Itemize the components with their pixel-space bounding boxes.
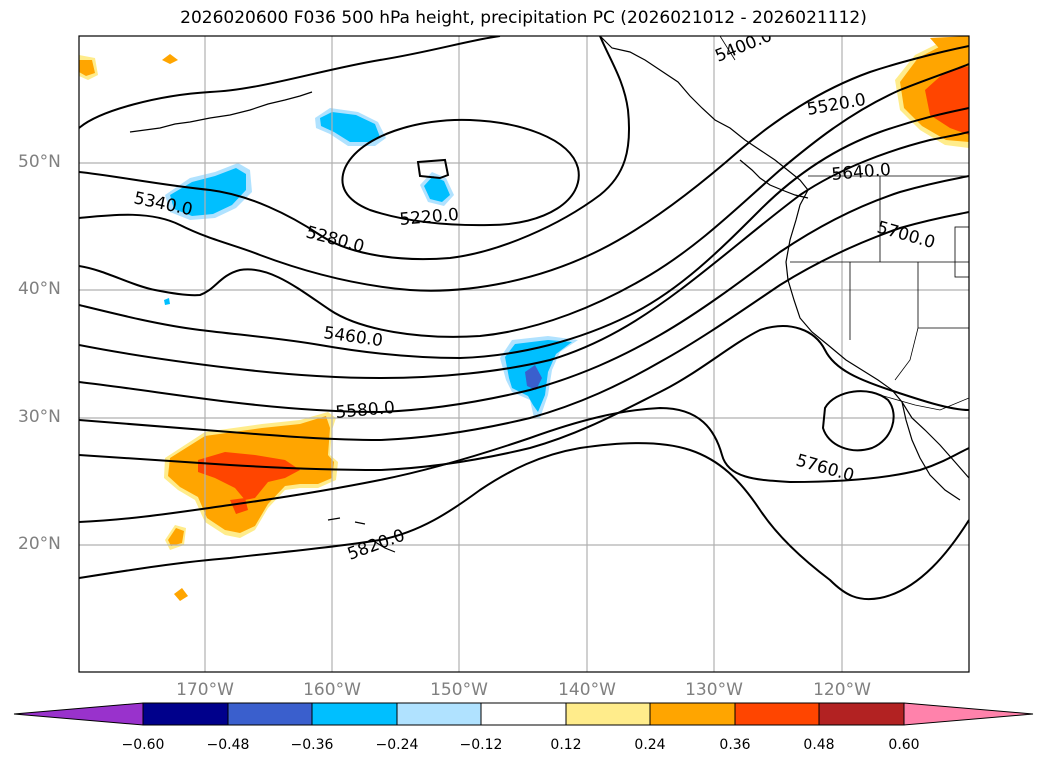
precip-red-ne xyxy=(925,66,969,135)
precip-orange-ne-top xyxy=(930,36,969,55)
political-borders xyxy=(719,36,969,411)
colorbar xyxy=(13,702,1034,726)
coastline-west-coast xyxy=(785,189,969,479)
plot-frame xyxy=(78,35,970,673)
colorbar-swatch xyxy=(227,702,313,726)
colorbar-swatch xyxy=(396,702,482,726)
lon-label-170w: 170°W xyxy=(176,680,234,700)
colorbar-tick: −0.36 xyxy=(290,737,334,753)
contour-label: 5700.0 xyxy=(875,218,938,254)
precip-small-orange-2 xyxy=(174,588,188,601)
lon-label-120w: 120°W xyxy=(813,680,871,700)
contour-5340 xyxy=(79,45,969,292)
precipitation-shading xyxy=(79,36,969,601)
border-states xyxy=(790,176,969,381)
contour-5760-loop xyxy=(821,390,895,452)
colorbar-swatch xyxy=(649,702,736,726)
colorbar-extend-low xyxy=(13,702,144,726)
precip-small-orange-3b xyxy=(79,60,95,76)
precip-negative-center-blue xyxy=(525,365,542,390)
colorbar-tick: −0.12 xyxy=(459,737,503,753)
coastline-alaska xyxy=(599,36,809,191)
contour-5280b xyxy=(79,36,631,261)
colorbar-tick: −0.60 xyxy=(121,737,165,753)
border-box xyxy=(954,226,969,278)
colorbar-tick: 0.36 xyxy=(719,737,751,753)
colorbar-tick: 0.48 xyxy=(803,737,835,753)
contour-label: 5520.0 xyxy=(805,90,867,120)
contour-5400 xyxy=(79,63,969,338)
height-contours xyxy=(79,36,969,600)
lat-label-40: 40°N xyxy=(18,279,61,299)
lon-label-150w: 150°W xyxy=(430,680,488,700)
lat-label-20: 20°N xyxy=(18,534,61,554)
colorbar-tick: −0.24 xyxy=(375,737,419,753)
colorbar-swatch xyxy=(818,702,905,726)
coastline-baja xyxy=(901,401,961,501)
colorbar-swatch xyxy=(480,702,567,726)
contour-5820 xyxy=(79,442,969,600)
lon-label-160w: 160°W xyxy=(303,680,361,700)
precip-small-orange-1b xyxy=(168,528,184,546)
contour-5700 xyxy=(79,325,969,472)
colorbar-swatch xyxy=(734,702,820,726)
colorbar-swatch xyxy=(565,702,651,726)
colorbar-swatch xyxy=(311,702,398,726)
coastline-bc xyxy=(739,159,809,199)
colorbar-swatch xyxy=(142,702,229,726)
border-alaska xyxy=(719,36,736,61)
precip-negative-small-core xyxy=(424,176,450,202)
contour-5760 xyxy=(79,406,969,523)
lon-label-140w: 140°W xyxy=(558,680,616,700)
colorbar-tick: −0.48 xyxy=(206,737,250,753)
contour-5520 xyxy=(79,131,969,380)
contour-label: 5280.0 xyxy=(304,223,367,258)
precip-red-small xyxy=(230,498,248,514)
coastlines xyxy=(129,36,969,553)
contour-5280 xyxy=(79,36,501,129)
precip-negative-west-core xyxy=(170,168,246,216)
contour-label: 5820.0 xyxy=(345,526,408,565)
hawaii-islands xyxy=(327,517,396,553)
contour-label: 5220.0 xyxy=(399,205,460,230)
contour-low-small xyxy=(416,158,450,180)
contour-5220 xyxy=(341,118,580,227)
lon-label-130w: 130°W xyxy=(685,680,743,700)
map-title: 2026020600 F036 500 hPa height, precipit… xyxy=(180,8,867,28)
colorbar-tick: 0.24 xyxy=(634,737,666,753)
precip-negative-north-core xyxy=(320,112,380,142)
colorbar-tick: 0.12 xyxy=(550,737,582,753)
lat-label-50: 50°N xyxy=(18,152,61,172)
colorbar-extend-high xyxy=(903,702,1034,726)
contour-label: 5400.0 xyxy=(712,26,775,67)
border-us-mexico xyxy=(879,394,969,411)
colorbar-tick: 0.60 xyxy=(888,737,920,753)
contour-label: 5640.0 xyxy=(831,160,892,185)
graticule xyxy=(79,36,969,672)
contour-5460 xyxy=(79,107,969,360)
lat-label-30: 30°N xyxy=(18,407,61,427)
precip-small-orange-4 xyxy=(162,54,178,64)
contour-5580 xyxy=(79,175,969,414)
coastline-aleutians xyxy=(129,91,313,133)
contour-5640 xyxy=(79,211,969,442)
precip-negative-tiny xyxy=(164,298,170,305)
contour-label: 5580.0 xyxy=(335,398,396,423)
